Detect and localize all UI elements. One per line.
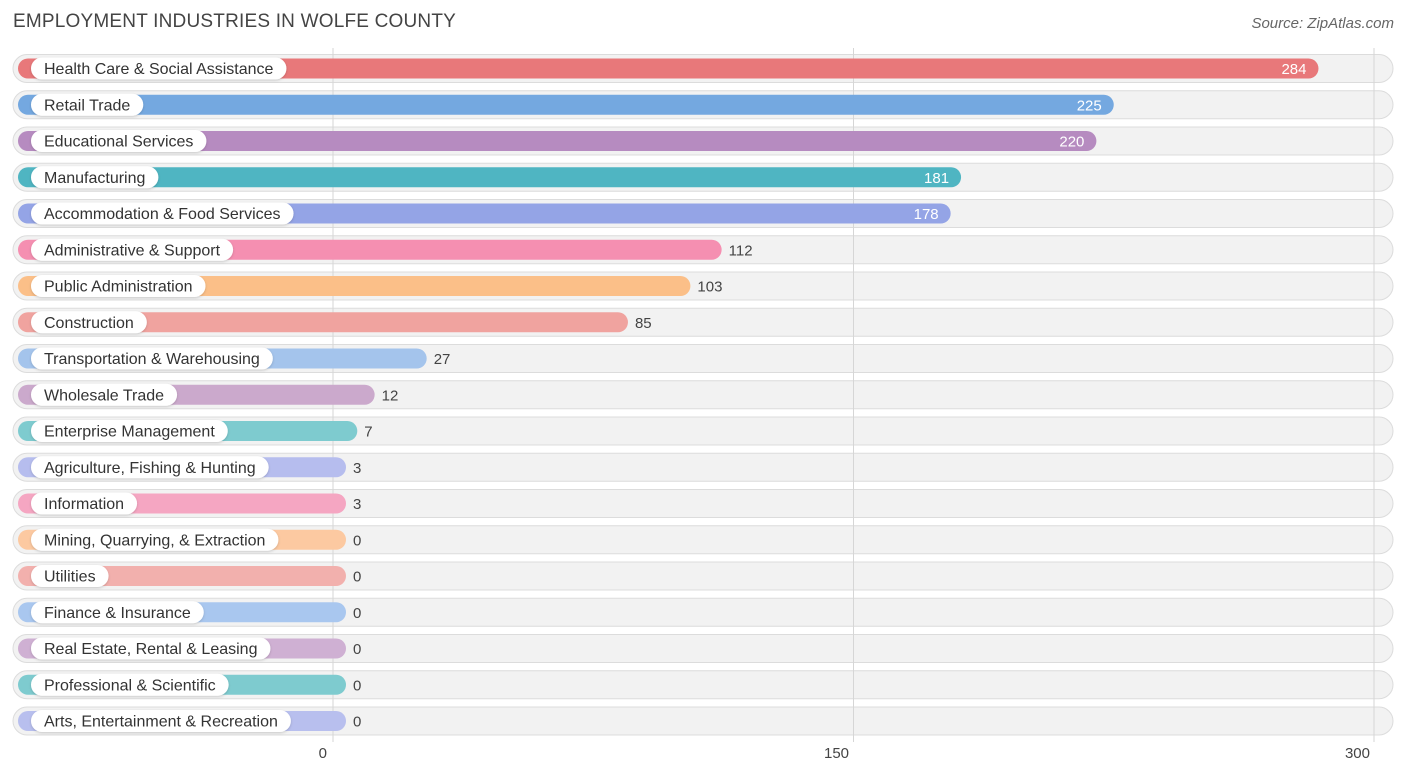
category-pill [31, 166, 159, 189]
category-label: Arts, Entertainment & Recreation [44, 714, 278, 731]
value-label: 0 [353, 641, 361, 658]
category-pill [31, 347, 273, 370]
row-background [12, 452, 1394, 482]
category-pill [31, 57, 287, 80]
value-label: 178 [914, 206, 939, 223]
category-pill [31, 130, 207, 152]
bar-group: Information 3 [18, 492, 361, 515]
category-pill [31, 238, 234, 261]
row-background [12, 634, 1394, 663]
value-label: 0 [353, 605, 361, 622]
category-label: Mining, Quarrying, & Extraction [44, 532, 265, 549]
bar [18, 312, 628, 333]
bar-group: Retail Trade 225 [18, 93, 1114, 116]
bar [18, 167, 962, 188]
bar-group: Real Estate, Rental & Leasing 0 [18, 637, 361, 660]
category-pill [31, 456, 269, 479]
bar-group: Health Care & Social Assistance 284 [18, 57, 1319, 80]
bar-group: Mining, Quarrying, & Extraction 0 [18, 528, 361, 551]
category-pill [31, 710, 291, 732]
bar-group: Finance & Insurance 0 [18, 601, 361, 624]
value-label: 284 [1281, 61, 1306, 78]
bar-group: Enterprise Management 7 [18, 420, 373, 442]
x-tick-label: 0 [319, 745, 327, 762]
row-background [12, 525, 1394, 555]
bar-group: Arts, Entertainment & Recreation 0 [18, 710, 361, 732]
category-label: Information [44, 496, 124, 513]
value-label: 0 [353, 677, 361, 694]
x-tick-label: 300 [1345, 745, 1370, 762]
value-label: 85 [635, 315, 652, 332]
category-pill [31, 637, 271, 660]
category-pill [31, 528, 279, 551]
category-pill [31, 275, 206, 297]
bar-group: Wholesale Trade 12 [18, 383, 399, 406]
category-label: Wholesale Trade [44, 387, 164, 404]
category-label: Retail Trade [44, 97, 130, 114]
value-label: 7 [364, 424, 372, 441]
value-label: 103 [697, 279, 722, 296]
category-label: Construction [44, 315, 134, 332]
category-label: Manufacturing [44, 170, 145, 187]
row-background [12, 489, 1394, 518]
bar-group: Agriculture, Fishing & Hunting 3 [18, 456, 361, 479]
category-label: Real Estate, Rental & Leasing [44, 641, 257, 658]
bar [18, 94, 1114, 115]
bar-group: Professional & Scientific 0 [18, 673, 361, 696]
bar-group: Utilities 0 [18, 565, 361, 587]
row-background [12, 561, 1394, 591]
category-pill [31, 383, 178, 406]
value-label: 27 [434, 351, 451, 368]
category-pill [31, 420, 228, 442]
bar-group: Manufacturing 181 [18, 166, 962, 189]
value-label: 112 [729, 242, 753, 259]
value-label: 3 [353, 496, 361, 513]
bar-group: Transportation & Warehousing 27 [18, 347, 451, 370]
value-label: 0 [353, 714, 361, 731]
category-pill [31, 601, 204, 624]
category-label: Enterprise Management [44, 424, 215, 441]
category-pill [31, 492, 138, 515]
row-background [12, 670, 1394, 700]
category-label: Public Administration [44, 279, 193, 296]
x-tick-label: 150 [824, 745, 849, 762]
category-pill [31, 565, 109, 587]
value-label: 3 [353, 460, 361, 477]
category-label: Administrative & Support [44, 242, 221, 259]
category-label: Transportation & Warehousing [44, 351, 260, 368]
row-background [12, 416, 1394, 446]
value-label: 0 [353, 569, 361, 586]
row-background [12, 597, 1394, 627]
category-label: Utilities [44, 569, 96, 586]
bar-group: Educational Services 220 [18, 130, 1097, 152]
category-pill [31, 93, 144, 116]
bar [18, 58, 1319, 79]
category-pill [31, 673, 229, 696]
bar-group: Public Administration 103 [18, 275, 722, 297]
value-label: 12 [382, 387, 399, 404]
category-pill [31, 202, 294, 225]
bar-group: Construction 85 [18, 311, 652, 334]
bar [18, 131, 1097, 151]
category-label: Agriculture, Fishing & Hunting [44, 460, 256, 477]
value-label: 225 [1077, 97, 1102, 114]
category-pill [31, 311, 147, 334]
category-label: Educational Services [44, 134, 193, 151]
value-label: 220 [1059, 134, 1084, 151]
category-label: Professional & Scientific [44, 677, 216, 694]
bar-group: Administrative & Support 112 [18, 238, 753, 261]
value-label: 181 [924, 170, 949, 187]
value-label: 0 [353, 532, 361, 549]
category-label: Health Care & Social Assistance [44, 61, 274, 78]
bar-group: Accommodation & Food Services 178 [18, 202, 951, 225]
category-label: Finance & Insurance [44, 605, 191, 622]
chart-title: EMPLOYMENT INDUSTRIES IN WOLFE COUNTY [13, 11, 457, 32]
row-background [12, 706, 1394, 736]
category-label: Accommodation & Food Services [44, 206, 281, 223]
source-credit: Source: ZipAtlas.com [1251, 15, 1394, 32]
